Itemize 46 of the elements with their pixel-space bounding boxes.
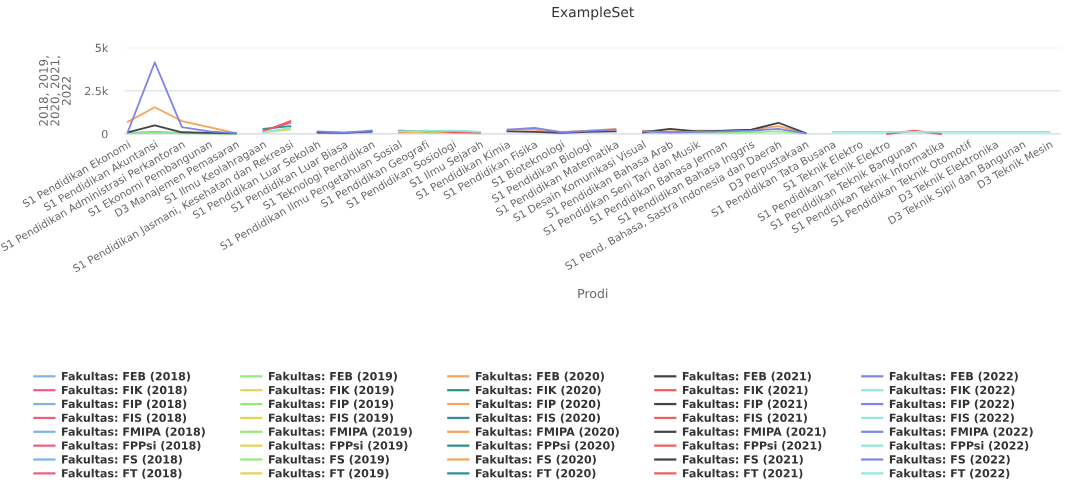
legend-label: Fakultas: FIS (2020) xyxy=(475,413,600,424)
legend-label: Fakultas: FIS (2018) xyxy=(62,413,187,424)
y-tick-label: 2.5k xyxy=(85,86,109,96)
legend-label: Fakultas: FMIPA (2019) xyxy=(269,427,412,438)
legend-label: Fakultas: FS (2019) xyxy=(269,454,389,465)
legend-label: Fakultas: FS (2021) xyxy=(682,454,803,465)
legend-label: Fakultas: FS (2018) xyxy=(62,454,182,465)
legend-label: Fakultas: FS (2020) xyxy=(475,454,596,465)
y-tick-label: 0 xyxy=(101,129,108,139)
legend-label: Fakultas: FMIPA (2018) xyxy=(62,427,205,438)
legend-label: Fakultas: FEB (2018) xyxy=(62,371,190,382)
legend-label: Fakultas: FT (2018) xyxy=(62,468,182,479)
legend-label: Fakultas: FIP (2022) xyxy=(889,399,1015,410)
legend-label: Fakultas: FEB (2022) xyxy=(889,371,1018,382)
legend-label: Fakultas: FPPsi (2021) xyxy=(682,441,822,452)
legend-label: Fakultas: FT (2019) xyxy=(269,468,389,479)
legend-label: Fakultas: FT (2021) xyxy=(682,468,803,479)
legend-label: Fakultas: FIK (2020) xyxy=(475,385,601,396)
legend-label: Fakultas: FPPsi (2020) xyxy=(475,441,615,452)
legend-label: Fakultas: FMIPA (2020) xyxy=(475,427,619,438)
legend-label: Fakultas: FMIPA (2022) xyxy=(889,427,1033,438)
legend-label: Fakultas: FS (2022) xyxy=(889,454,1010,465)
legend-label: Fakultas: FT (2022) xyxy=(889,468,1010,479)
legend-label: Fakultas: FIP (2021) xyxy=(682,399,808,410)
chart-title: ExampleSet xyxy=(552,6,634,20)
legend-label: Fakultas: FEB (2020) xyxy=(475,371,604,382)
legend-label: Fakultas: FT (2020) xyxy=(475,468,596,479)
y-axis-title: 2018, 2019, 2020, 2021, 2022 xyxy=(39,56,71,126)
legend-label: Fakultas: FIK (2022) xyxy=(889,385,1015,396)
y-tick-label: 5k xyxy=(95,43,109,53)
legend-label: Fakultas: FPPsi (2019) xyxy=(269,441,408,452)
legend-label: Fakultas: FIS (2021) xyxy=(682,413,807,424)
legend-label: Fakultas: FIK (2019) xyxy=(269,385,394,396)
x-axis-title: Prodi xyxy=(578,288,608,299)
legend-label: Fakultas: FIK (2018) xyxy=(62,385,187,396)
legend-label: Fakultas: FPPsi (2022) xyxy=(889,441,1029,452)
legend-label: Fakultas: FEB (2021) xyxy=(682,371,811,382)
legend-label: Fakultas: FPPsi (2018) xyxy=(62,441,201,452)
legend-label: Fakultas: FIK (2021) xyxy=(682,385,808,396)
legend-label: Fakultas: FMIPA (2021) xyxy=(682,427,826,438)
legend-label: Fakultas: FEB (2019) xyxy=(269,371,397,382)
legend-label: Fakultas: FIP (2020) xyxy=(475,399,601,410)
legend-label: Fakultas: FIP (2018) xyxy=(62,399,187,410)
legend-label: Fakultas: FIP (2019) xyxy=(269,399,394,410)
legend-label: Fakultas: FIS (2019) xyxy=(269,413,394,424)
legend-label: Fakultas: FIS (2022) xyxy=(889,413,1014,424)
